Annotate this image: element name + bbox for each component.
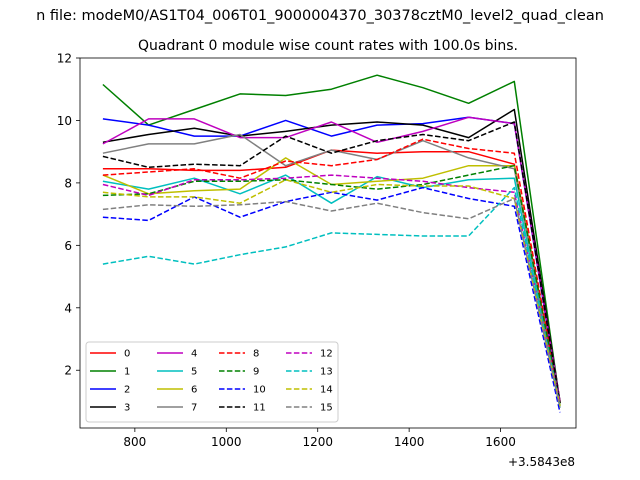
legend-label-10: 10 (253, 385, 266, 396)
series-line-11 (102, 121, 561, 404)
series-line-1 (102, 74, 561, 404)
series-line-5 (102, 174, 561, 408)
legend-label-2: 2 (124, 385, 130, 396)
legend-label-14: 14 (320, 385, 333, 396)
legend-label-8: 8 (253, 349, 259, 360)
chart-title: Quadrant 0 module wise count rates with … (138, 38, 518, 54)
x-tick-label: 800 (123, 435, 146, 449)
legend-label-0: 0 (124, 349, 130, 360)
x-tick-label: 1000 (211, 435, 242, 449)
x-tick-label: 1400 (394, 435, 425, 449)
legend-label-9: 9 (253, 367, 259, 378)
legend-label-3: 3 (124, 403, 130, 414)
legend-label-6: 6 (191, 385, 197, 396)
legend-box (85, 341, 339, 423)
series-line-13 (102, 186, 561, 407)
y-tick-label: 12 (57, 52, 72, 66)
series-line-3 (102, 108, 561, 402)
legend-label-15: 15 (320, 403, 333, 414)
legend-label-12: 12 (320, 349, 333, 360)
series-line-7 (102, 133, 561, 404)
series-line-4 (102, 116, 561, 402)
legend-label-13: 13 (320, 367, 333, 378)
legend-label-5: 5 (191, 367, 197, 378)
series-line-9 (102, 164, 561, 404)
legend-label-1: 1 (124, 367, 130, 378)
series-line-14 (102, 179, 561, 407)
x-tick-label: 1600 (485, 435, 516, 449)
series-line-8 (102, 138, 561, 404)
x-offset-label: +3.5843e8 (508, 455, 575, 469)
series-lines (102, 74, 561, 413)
legend-label-4: 4 (191, 349, 197, 360)
series-line-10 (102, 186, 561, 413)
y-tick-label: 6 (64, 239, 72, 253)
axes-frame (79, 57, 577, 429)
figure-suptitle: n file: modeM0/AS1T04_006T01_9000004370_… (36, 8, 604, 24)
series-line-12 (102, 174, 561, 404)
y-tick-label: 10 (57, 114, 72, 128)
y-tick-label: 2 (64, 364, 72, 378)
y-tick-label: 4 (64, 301, 72, 315)
x-tick-label: 1200 (302, 435, 333, 449)
y-tick-label: 8 (64, 176, 72, 190)
series-line-15 (102, 197, 561, 408)
legend-label-11: 11 (253, 403, 266, 414)
legend-label-7: 7 (191, 403, 197, 414)
